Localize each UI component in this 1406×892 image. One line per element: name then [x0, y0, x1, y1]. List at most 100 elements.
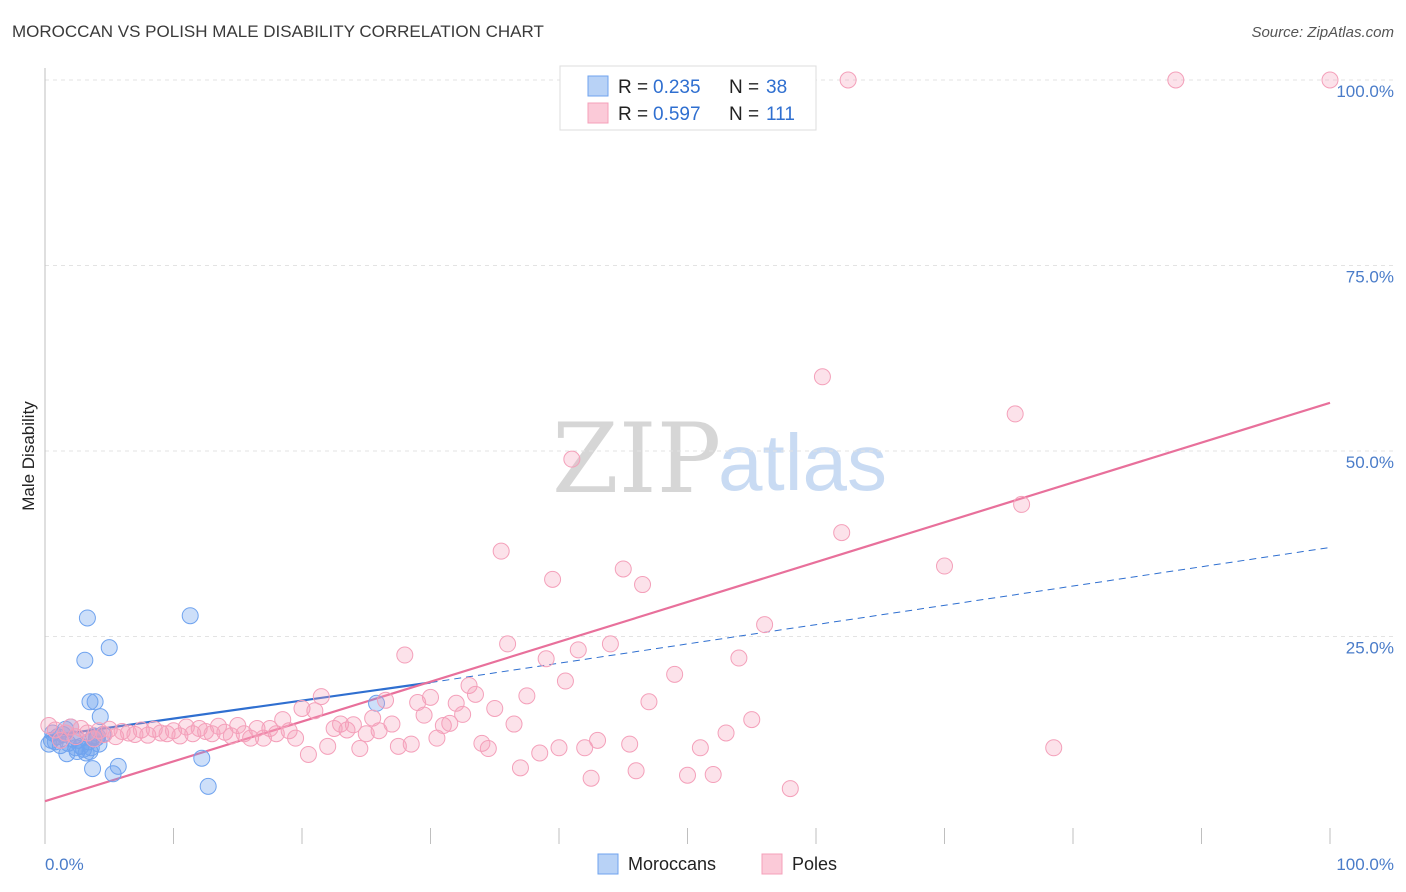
moroccans-point-37 [199, 777, 217, 795]
poles-point-101 [781, 780, 799, 798]
poles-point-61 [422, 688, 439, 706]
moroccans-point-24 [76, 651, 94, 669]
moroccans-trend-extension [430, 546, 1331, 683]
grid-layer [45, 79, 1394, 637]
y-axis-title: Male Disability [19, 401, 38, 511]
x-tick-label-max: 100.0% [1336, 855, 1394, 874]
poles-point-76 [518, 687, 536, 705]
poles-point-86 [589, 731, 607, 749]
moroccans-point-28 [86, 693, 104, 711]
poles-point-83 [569, 641, 587, 659]
poles-point-103 [833, 524, 851, 542]
poles-point-54 [377, 691, 395, 709]
poles-point-105 [936, 557, 953, 575]
y-tick-label-25: 25.0% [1346, 639, 1394, 658]
legend-top: R = 0.235 N = 38 R = 0.597 N = 111 [559, 65, 817, 131]
legend-n-value-1: 38 [766, 77, 787, 98]
legend-n-value-2: 111 [766, 104, 795, 125]
poles-point-82 [563, 450, 581, 468]
poles-point-74 [505, 715, 523, 733]
y-tick-label-75: 75.0% [1346, 268, 1394, 287]
moroccans-point-30 [91, 708, 109, 726]
moroccans-point-34 [109, 757, 127, 775]
legend-bottom-swatch-poles [761, 853, 783, 875]
poles-point-58 [402, 735, 420, 753]
poles-point-91 [634, 576, 652, 594]
poles-point-30 [222, 727, 240, 745]
poles-point-72 [492, 542, 510, 560]
poles-point-81 [556, 672, 574, 690]
poles-point-33 [242, 729, 260, 747]
chart-title: MOROCCAN VS POLISH MALE DISABILITY CORRE… [12, 22, 544, 41]
poles-point-97 [717, 724, 735, 742]
poles-point-84 [576, 739, 594, 757]
legend-bottom-swatch-moroccans [597, 853, 619, 875]
poles-point-88 [614, 560, 632, 578]
poles-point-95 [691, 739, 709, 757]
poles-point-90 [627, 762, 645, 780]
poles-point-47 [332, 715, 350, 733]
y-tick-label-50: 50.0% [1346, 453, 1394, 472]
poles-point-63 [434, 717, 452, 735]
poles-point-109 [1167, 71, 1185, 89]
legend-n-label-2: N = [729, 104, 759, 125]
y-tick-labels: 25.0% 50.0% 75.0% 100.0% [1336, 82, 1394, 658]
poles-point-68 [466, 685, 484, 703]
poles-point-70 [479, 740, 497, 758]
poles-point-57 [396, 646, 414, 664]
poles-point-102 [813, 368, 831, 386]
poles-point-51 [357, 725, 375, 743]
poles-point-71 [486, 699, 504, 717]
poles-point-75 [511, 759, 529, 777]
points-layer [40, 71, 1339, 798]
poles-point-96 [704, 766, 722, 784]
legend-bottom-label-moroccans: Moroccans [628, 854, 716, 874]
moroccans-point-36 [193, 749, 211, 767]
legend-swatch-moroccans [587, 75, 609, 97]
poles-point-79 [544, 570, 562, 588]
poles-point-67 [460, 676, 478, 694]
poles-point-94 [679, 766, 696, 784]
moroccans-point-35 [181, 607, 199, 625]
poles-point-92 [640, 693, 658, 711]
poles-point-49 [344, 716, 362, 734]
axis-layer [44, 68, 1331, 844]
poles-point-98 [730, 649, 748, 667]
poles-trend-line [44, 401, 1331, 803]
poles-point-80 [550, 739, 568, 757]
poles-point-77 [531, 744, 549, 762]
legend-bottom-label-poles: Poles [792, 854, 837, 874]
moroccans-point-32 [100, 639, 118, 657]
legend-n-label-1: N = [729, 77, 759, 98]
poles-point-64 [441, 714, 459, 732]
moroccans-point-25 [78, 609, 96, 627]
poles-point-23 [177, 718, 195, 736]
poles-point-99 [743, 711, 761, 729]
x-tick-label-min: 0.0% [45, 855, 84, 874]
poles-point-110 [1321, 71, 1339, 89]
poles-point-78 [537, 650, 555, 668]
poles-point-19 [152, 724, 170, 742]
poles-point-42 [299, 745, 317, 763]
poles-point-56 [389, 737, 407, 755]
poles-point-37 [267, 725, 285, 743]
poles-point-55 [383, 715, 401, 733]
poles-point-8 [85, 730, 103, 748]
poles-point-40 [287, 729, 305, 747]
moroccans-point-27 [84, 760, 102, 778]
y-tick-label-100: 100.0% [1336, 82, 1394, 101]
legend-r-label-2: R = [618, 104, 648, 125]
poles-point-17 [139, 726, 157, 744]
legend-r-value-1: 0.235 [653, 77, 701, 98]
poles-point-34 [248, 720, 266, 738]
poles-point-100 [756, 616, 774, 634]
poles-point-87 [601, 635, 619, 653]
poles-point-28 [209, 717, 227, 735]
poles-point-104 [839, 71, 857, 89]
poles-point-50 [351, 740, 369, 758]
poles-point-107 [1013, 495, 1031, 513]
trend-layer [44, 401, 1331, 803]
poles-point-66 [454, 705, 472, 723]
poles-point-22 [171, 727, 189, 745]
poles-point-13 [113, 722, 131, 740]
